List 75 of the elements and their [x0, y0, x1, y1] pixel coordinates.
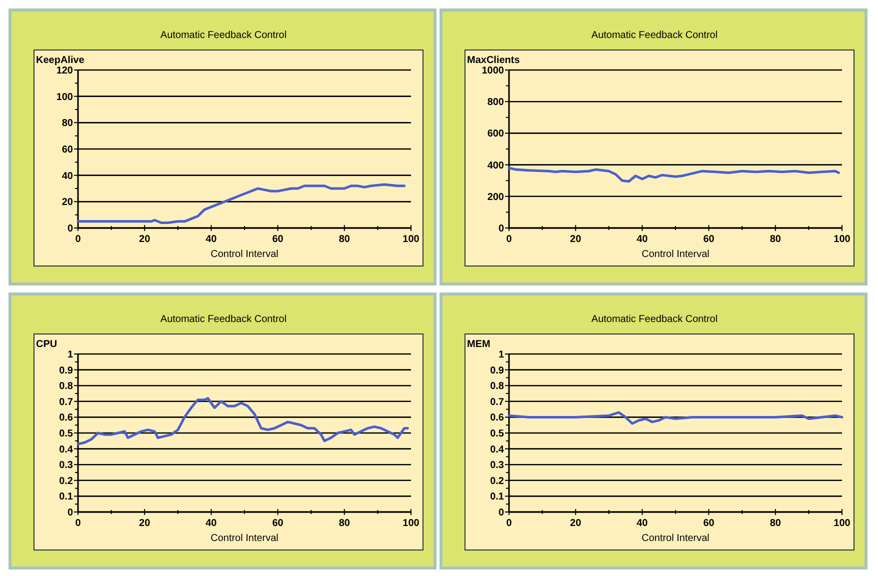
- y-tick-label: 800: [487, 97, 504, 108]
- y-tick-label: 0.6: [59, 412, 74, 424]
- x-tick-label: 20: [139, 518, 151, 529]
- x-tick-label: 100: [402, 234, 420, 245]
- x-tick-label: 60: [272, 234, 284, 245]
- line-series: [508, 166, 840, 183]
- y-tick-label: 80: [62, 118, 74, 130]
- x-tick-label: 0: [506, 518, 512, 529]
- y-tick-label: 0.1: [490, 492, 504, 503]
- chart-title: Automatic Feedback Control: [160, 314, 287, 325]
- y-tick-label: 0.5: [490, 428, 504, 440]
- line-series: [76, 396, 409, 446]
- y-tick-label: 0.9: [490, 365, 504, 376]
- y-tick-label: 1000: [482, 66, 504, 76]
- y-tick-label: 0.6: [490, 412, 504, 424]
- y-tick-label: 0: [498, 224, 504, 234]
- x-axis-title: Control Interval: [642, 249, 710, 260]
- y-tick-label: 0: [67, 508, 74, 518]
- y-tick-label: 0.7: [59, 396, 74, 408]
- x-tick-label: 60: [703, 518, 715, 529]
- y-axis-title: MaxClients: [467, 55, 520, 66]
- y-tick-label: 1: [67, 350, 74, 360]
- y-tick-label: 40: [62, 170, 74, 182]
- y-tick-label: 0.4: [59, 444, 74, 456]
- x-tick-label: 40: [206, 518, 218, 529]
- y-tick-label: 100: [56, 92, 74, 103]
- y-tick-label: 20: [62, 197, 74, 208]
- x-tick-label: 60: [703, 234, 715, 245]
- x-axis-title: Control Interval: [642, 533, 710, 544]
- y-tick-label: 60: [62, 144, 74, 156]
- x-tick-label: 100: [834, 518, 851, 529]
- y-axis-title: KeepAlive: [36, 55, 85, 66]
- x-tick-label: 40: [206, 234, 218, 245]
- y-tick-label: 120: [56, 66, 74, 76]
- y-tick-label: 0.2: [490, 476, 504, 487]
- y-tick-label: 0.4: [490, 444, 504, 456]
- y-tick-label: 0.8: [59, 381, 74, 392]
- line-series: [508, 411, 844, 425]
- x-tick-label: 40: [636, 518, 648, 529]
- y-tick-label: 0: [498, 508, 504, 518]
- y-tick-label: 0: [67, 224, 74, 234]
- x-tick-label: 0: [75, 234, 82, 245]
- y-tick-label: 0.7: [490, 396, 504, 408]
- line-series: [76, 183, 406, 224]
- x-tick-label: 80: [770, 518, 782, 529]
- chart-title: Automatic Feedback Control: [591, 30, 718, 41]
- y-tick-label: 0.3: [490, 460, 504, 472]
- x-tick-label: 100: [834, 234, 851, 245]
- x-tick-label: 20: [139, 234, 151, 245]
- y-tick-label: 0.8: [490, 381, 504, 392]
- y-tick-label: 400: [487, 160, 504, 172]
- x-tick-label: 80: [338, 234, 350, 245]
- x-tick-label: 40: [636, 234, 648, 245]
- x-tick-label: 100: [402, 518, 420, 529]
- y-tick-label: 0.2: [59, 476, 74, 487]
- x-axis-title: Control Interval: [210, 249, 278, 260]
- x-tick-label: 0: [506, 234, 512, 245]
- chart-title: Automatic Feedback Control: [160, 30, 287, 41]
- x-axis-title: Control Interval: [210, 533, 278, 544]
- x-tick-label: 20: [570, 234, 582, 245]
- y-axis-title: MEM: [467, 339, 490, 350]
- y-tick-label: 0.1: [59, 492, 74, 503]
- y-tick-label: 600: [487, 128, 504, 140]
- x-tick-label: 60: [272, 518, 284, 529]
- y-tick-label: 1: [498, 350, 504, 360]
- y-tick-label: 0.3: [59, 460, 74, 472]
- x-tick-label: 80: [770, 234, 782, 245]
- y-tick-label: 0.9: [59, 365, 74, 376]
- x-tick-label: 80: [338, 518, 350, 529]
- y-tick-label: 200: [487, 192, 504, 203]
- chart-title: Automatic Feedback Control: [591, 314, 718, 325]
- x-tick-label: 0: [75, 518, 82, 529]
- y-tick-label: 0.5: [59, 428, 74, 440]
- y-axis-title: CPU: [36, 339, 58, 350]
- x-tick-label: 20: [570, 518, 582, 529]
